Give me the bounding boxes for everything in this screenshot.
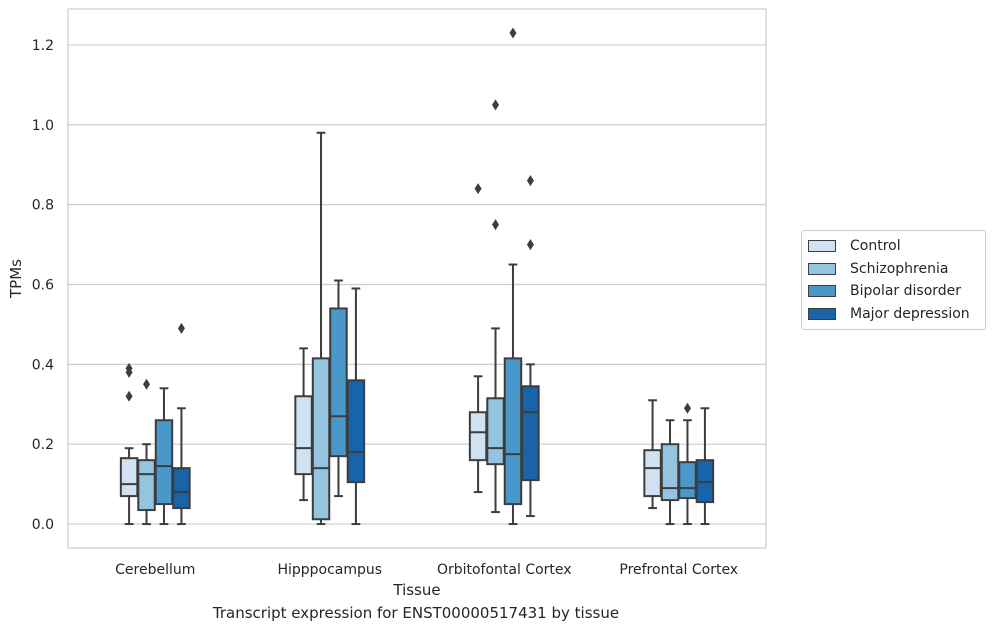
box <box>329 279 348 498</box>
y-tick-label: 0.6 <box>32 277 54 293</box>
box <box>503 27 523 526</box>
legend-swatch <box>808 307 836 320</box>
iqr-box <box>119 457 139 498</box>
outlier-point <box>509 27 517 39</box>
series-major-depression <box>172 175 715 526</box>
legend-label: Control <box>850 238 901 255</box>
box <box>154 387 174 526</box>
legend-swatch <box>808 285 836 298</box>
iqr-box <box>486 397 505 466</box>
y-tick-label: 1.0 <box>32 118 54 134</box>
series-control <box>119 183 662 526</box>
iqr-box <box>660 443 680 502</box>
x-tick-label: Prefrontal Cortex <box>619 562 738 578</box>
y-tick-label: 0.4 <box>32 357 54 373</box>
legend-label: Major depression <box>850 305 970 322</box>
chart-caption: Transcript expression for ENST0000051743… <box>212 604 620 622</box>
outlier-point <box>526 175 534 187</box>
box <box>468 183 488 494</box>
iqr-box <box>521 385 540 482</box>
outlier-point <box>125 362 133 374</box>
outlier-point <box>492 219 500 231</box>
iqr-box <box>311 357 331 521</box>
iqr-box <box>678 461 697 500</box>
x-tick-label: Hipppocampus <box>277 562 382 578</box>
outlier-point <box>474 183 482 195</box>
box <box>678 402 697 526</box>
legend-swatch <box>808 240 836 253</box>
iqr-box <box>346 379 366 484</box>
legend-item: Bipolar disorder <box>802 280 985 303</box>
outlier-point <box>177 322 185 334</box>
box <box>294 347 313 502</box>
y-tick-label: 1.2 <box>32 38 54 54</box>
legend-item: Schizophrenia <box>802 258 985 281</box>
box-series <box>119 27 715 526</box>
legend-swatch <box>808 262 836 275</box>
iqr-box <box>154 419 174 506</box>
y-tick-label: 0.0 <box>32 517 54 533</box>
legend-label: Schizophrenia <box>850 260 949 277</box>
box <box>172 322 191 526</box>
x-tick-labels: Cerebellum Hipppocampus Orbitofontal Corte… <box>115 562 738 578</box>
y-axis-label: TPMs <box>7 259 25 299</box>
outlier-point <box>683 402 691 414</box>
iqr-box <box>172 467 191 510</box>
iqr-box <box>643 449 662 498</box>
box <box>311 131 331 526</box>
legend: Control Schizophrenia Bipolar disorder Majo… <box>801 230 986 330</box>
iqr-box <box>329 307 348 458</box>
x-axis-label: Tissue <box>392 581 440 599</box>
outlier-point <box>492 99 500 111</box>
grid-lines <box>68 44 766 525</box>
y-tick-labels: 0.0 0.2 0.4 0.6 0.8 1.0 1.2 <box>32 38 54 533</box>
x-tick-label: Cerebellum <box>115 562 195 578</box>
box <box>486 99 505 514</box>
plot-frame <box>67 8 767 549</box>
iqr-box <box>294 395 313 476</box>
box <box>521 175 540 518</box>
legend-item: Major depression <box>802 303 985 326</box>
box <box>695 407 715 526</box>
iqr-box <box>503 357 523 506</box>
box <box>119 362 139 526</box>
iqr-box <box>137 459 156 512</box>
outlier-point <box>125 390 133 402</box>
iqr-box <box>468 411 488 462</box>
box <box>643 399 662 510</box>
box <box>660 419 680 526</box>
outlier-point <box>143 378 151 390</box>
box <box>137 378 156 526</box>
series-schizophrenia <box>137 99 680 526</box>
legend-item: Control <box>802 235 985 258</box>
series-bipolar-disorder <box>154 27 697 526</box>
outlier-point <box>526 239 534 251</box>
box <box>346 287 366 526</box>
x-tick-label: Orbitofontal Cortex <box>437 562 572 578</box>
y-tick-label: 0.8 <box>32 198 54 214</box>
legend-label: Bipolar disorder <box>850 283 962 300</box>
y-tick-label: 0.2 <box>32 437 54 453</box>
